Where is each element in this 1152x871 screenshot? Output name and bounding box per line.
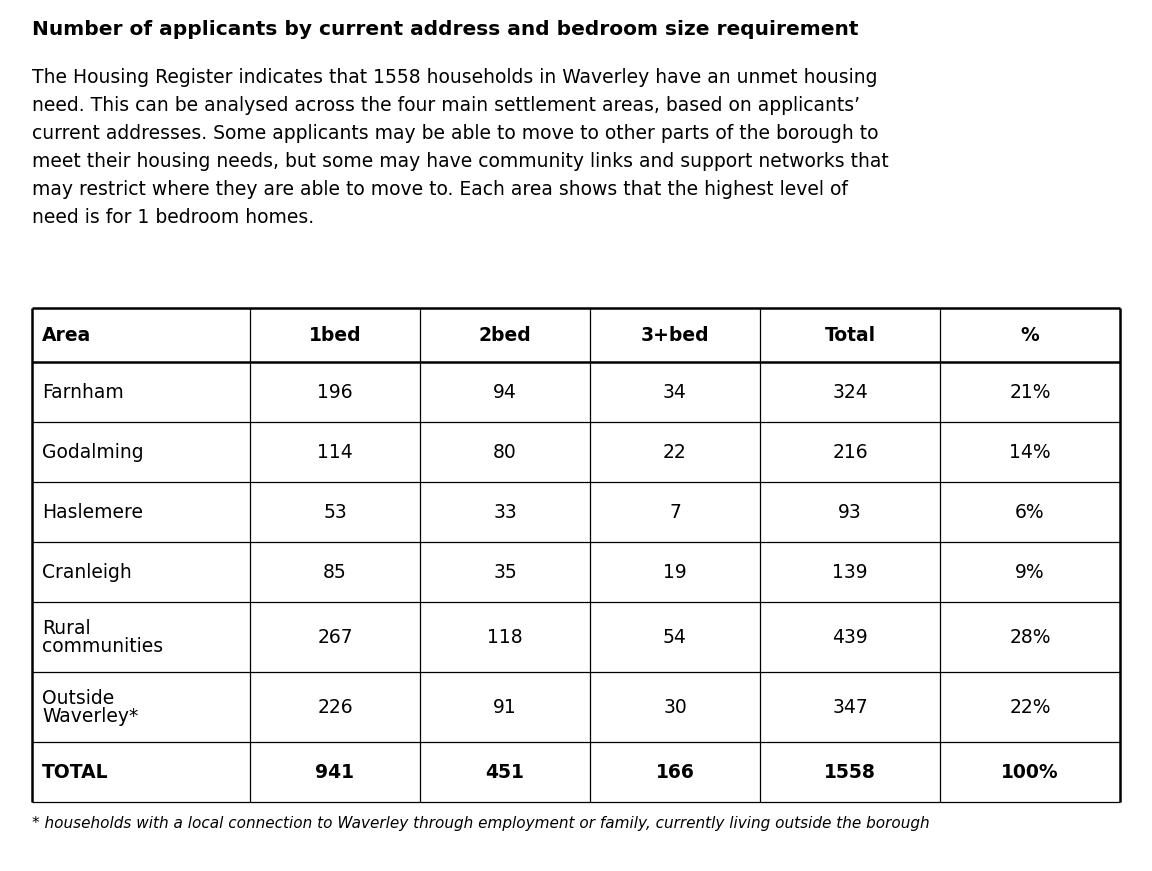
Text: 451: 451	[485, 762, 524, 781]
Text: 85: 85	[323, 563, 347, 582]
Text: %: %	[1021, 326, 1039, 345]
Text: Godalming: Godalming	[41, 442, 144, 462]
Text: Total: Total	[825, 326, 876, 345]
Text: 7: 7	[669, 503, 681, 522]
Text: 34: 34	[664, 382, 687, 402]
Text: 166: 166	[655, 762, 695, 781]
Text: need is for 1 bedroom homes.: need is for 1 bedroom homes.	[32, 208, 314, 227]
Text: 91: 91	[493, 698, 517, 717]
Text: 139: 139	[832, 563, 867, 582]
Text: 80: 80	[493, 442, 517, 462]
Text: 2bed: 2bed	[478, 326, 531, 345]
Text: 118: 118	[487, 627, 523, 646]
Text: Farnham: Farnham	[41, 382, 123, 402]
Text: need. This can be analysed across the four main settlement areas, based on appli: need. This can be analysed across the fo…	[32, 96, 861, 115]
Text: may restrict where they are able to move to. Each area shows that the highest le: may restrict where they are able to move…	[32, 180, 848, 199]
Text: 6%: 6%	[1015, 503, 1045, 522]
Text: 216: 216	[832, 442, 867, 462]
Text: 94: 94	[493, 382, 517, 402]
Text: 267: 267	[317, 627, 353, 646]
Text: 35: 35	[493, 563, 517, 582]
Text: 1bed: 1bed	[309, 326, 362, 345]
Text: 347: 347	[832, 698, 867, 717]
Text: Rural: Rural	[41, 618, 91, 638]
Text: 1558: 1558	[824, 762, 876, 781]
Text: 30: 30	[664, 698, 687, 717]
Text: 28%: 28%	[1009, 627, 1051, 646]
Text: 9%: 9%	[1015, 563, 1045, 582]
Text: Number of applicants by current address and bedroom size requirement: Number of applicants by current address …	[32, 20, 858, 39]
Text: 439: 439	[832, 627, 867, 646]
Text: TOTAL: TOTAL	[41, 762, 108, 781]
Text: Area: Area	[41, 326, 91, 345]
Text: 22: 22	[664, 442, 687, 462]
Text: Waverley*: Waverley*	[41, 706, 138, 726]
Text: 196: 196	[317, 382, 353, 402]
Text: meet their housing needs, but some may have community links and support networks: meet their housing needs, but some may h…	[32, 152, 888, 171]
Text: 19: 19	[664, 563, 687, 582]
Text: communities: communities	[41, 637, 164, 656]
Text: 53: 53	[323, 503, 347, 522]
Text: Cranleigh: Cranleigh	[41, 563, 131, 582]
Text: 226: 226	[317, 698, 353, 717]
Text: 100%: 100%	[1001, 762, 1059, 781]
Text: Outside: Outside	[41, 688, 114, 707]
Text: 324: 324	[832, 382, 867, 402]
Text: * households with a local connection to Waverley through employment or family, c: * households with a local connection to …	[32, 816, 930, 831]
Text: Haslemere: Haslemere	[41, 503, 143, 522]
Text: 22%: 22%	[1009, 698, 1051, 717]
Text: 3+bed: 3+bed	[641, 326, 710, 345]
Text: 941: 941	[316, 762, 355, 781]
Text: The Housing Register indicates that 1558 households in Waverley have an unmet ho: The Housing Register indicates that 1558…	[32, 68, 878, 87]
Text: 114: 114	[317, 442, 353, 462]
Text: 21%: 21%	[1009, 382, 1051, 402]
Text: 93: 93	[839, 503, 862, 522]
Text: 54: 54	[664, 627, 687, 646]
Text: current addresses. Some applicants may be able to move to other parts of the bor: current addresses. Some applicants may b…	[32, 124, 879, 143]
Text: 33: 33	[493, 503, 517, 522]
Text: 14%: 14%	[1009, 442, 1051, 462]
